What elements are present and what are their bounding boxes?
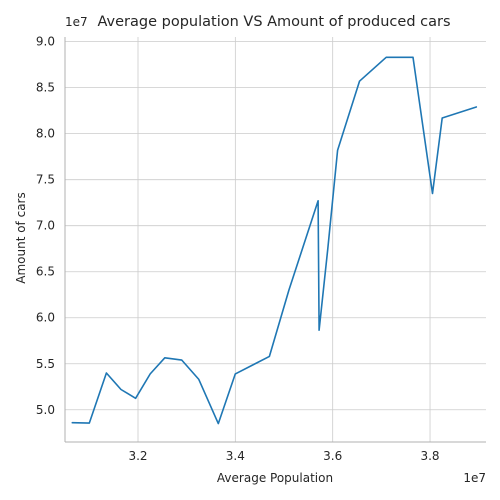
y-tick-label: 8.0 (36, 127, 55, 141)
y-tick-label: 6.0 (36, 311, 55, 325)
y-axis-offset-label: 1e7 (65, 15, 88, 29)
y-tick-label: 7.5 (36, 173, 55, 187)
axes: 3.2 3.4 3.6 3.8 5.0 5.5 6.0 6.5 7.0 7.5 8.0 8.5 9.0 (36, 35, 486, 463)
x-tick-label: 3.2 (128, 449, 147, 463)
series-layer (71, 56, 478, 425)
x-tick-label: 3.8 (420, 449, 439, 463)
x-axis-offset-label: 1e7 (463, 471, 486, 485)
y-axis-label: Amount of cars (14, 192, 28, 284)
y-tick-label: 9.0 (36, 35, 55, 49)
labels: Average population VS Amount of produced… (14, 14, 486, 485)
grid (65, 37, 486, 442)
y-tick-label: 5.5 (36, 357, 55, 371)
y-tick-label: 7.0 (36, 219, 55, 233)
series-line (71, 56, 478, 425)
y-tick-label: 6.5 (36, 265, 55, 279)
y-tick-label: 5.0 (36, 403, 55, 417)
x-axis-label: Average Population (217, 471, 333, 485)
chart-title: Average population VS Amount of produced… (97, 14, 450, 30)
x-tick-label: 3.6 (323, 449, 342, 463)
x-tick-label: 3.4 (226, 449, 245, 463)
y-tick-label: 8.5 (36, 81, 55, 95)
